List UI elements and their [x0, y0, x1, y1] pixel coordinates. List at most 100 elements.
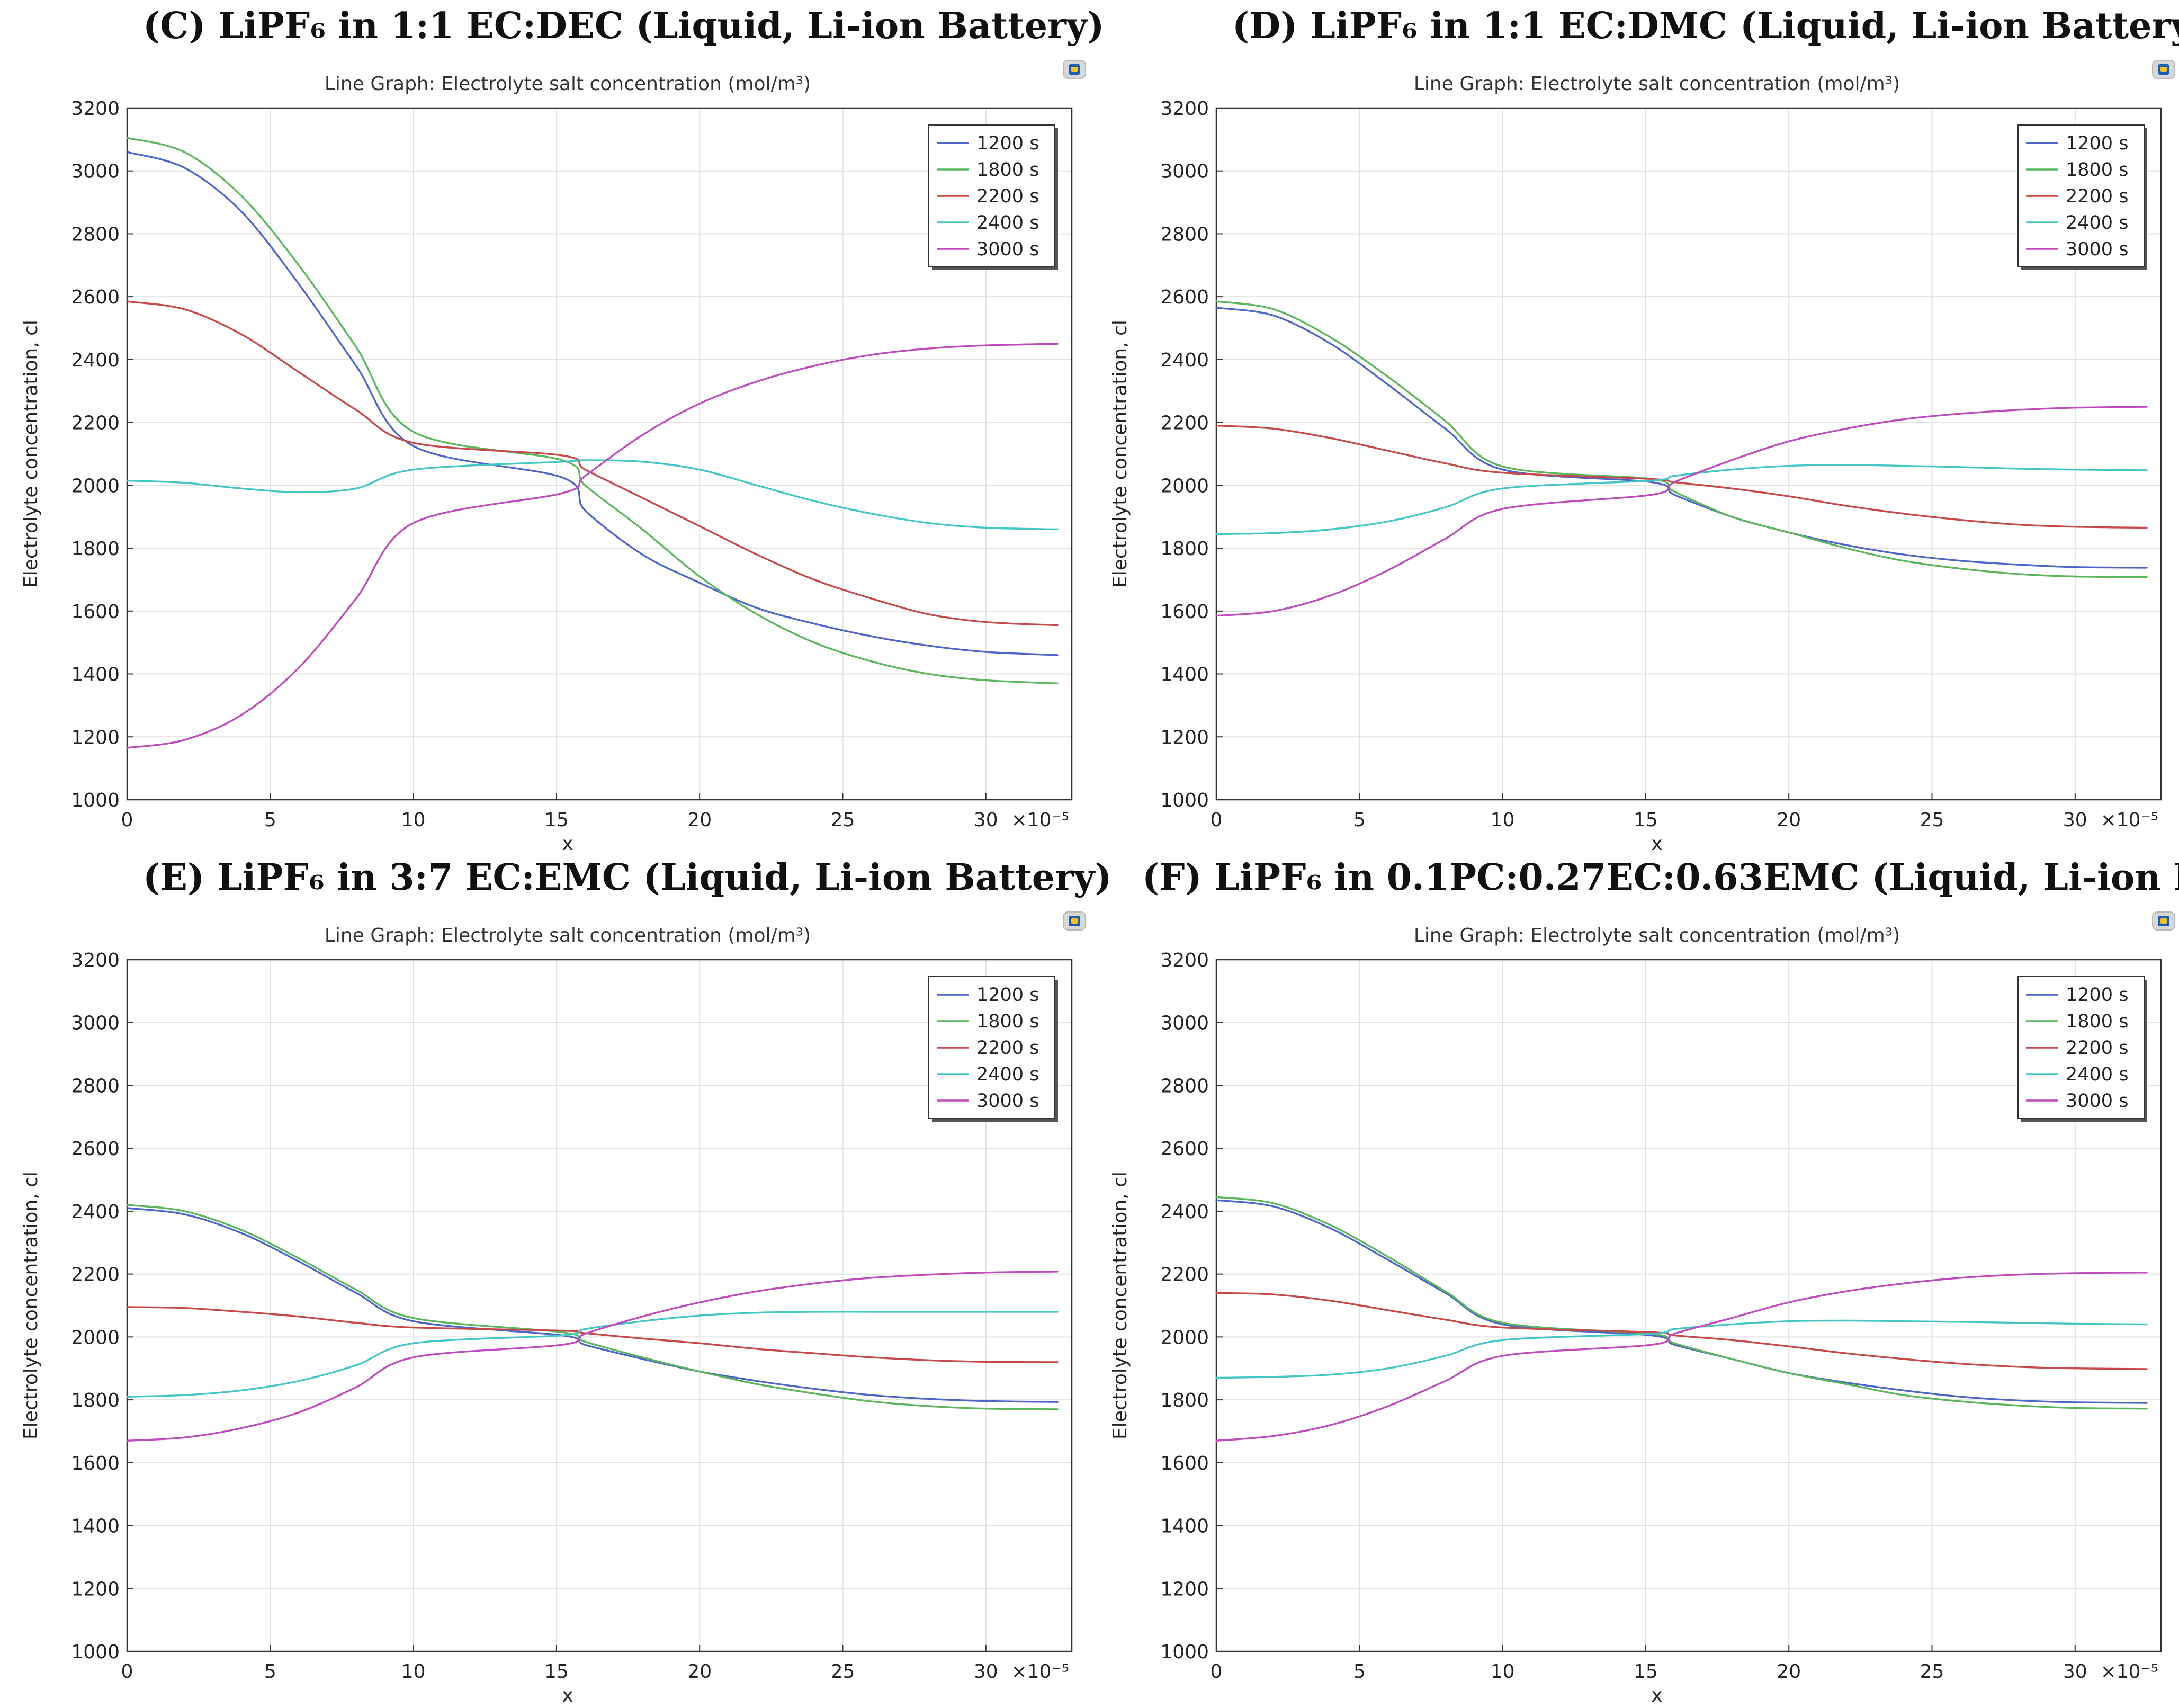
- x-axis-label: x: [1651, 833, 1662, 855]
- logo-highlight: [2160, 67, 2167, 72]
- y-tick-label: 1000: [1160, 790, 1209, 811]
- x-tick-label: 25: [1920, 809, 1944, 831]
- x-tick-label: 20: [1777, 1661, 1801, 1683]
- y-tick-label: 1200: [71, 727, 120, 748]
- chart-panel-f: (F) LiPF₆ in 0.1PC:0.27EC:0.63EMC (Liqui…: [1109, 856, 2179, 1706]
- x-tick-label: 20: [687, 809, 712, 831]
- legend-label: 2200 s: [976, 1038, 1039, 1059]
- x-tick-label: 25: [831, 809, 855, 831]
- y-tick-label: 1000: [71, 1641, 120, 1663]
- y-tick-label: 1000: [71, 790, 120, 811]
- series-line-2200s: [126, 1306, 1059, 1363]
- legend-label: 1200 s: [2066, 133, 2128, 154]
- logo-highlight: [1071, 918, 1078, 924]
- y-tick-label: 3000: [71, 161, 120, 183]
- legend-label: 1200 s: [2066, 985, 2128, 1006]
- x-tick-label: 5: [1353, 809, 1366, 831]
- x-tick-label: 30: [974, 1661, 998, 1683]
- x-axis-label: x: [1651, 1685, 1662, 1706]
- y-tick-label: 1000: [1160, 1641, 1209, 1663]
- y-tick-label: 3200: [1160, 950, 1209, 971]
- series-line-1800s: [1215, 300, 2148, 578]
- logo-highlight: [2160, 918, 2167, 924]
- y-tick-label: 3200: [71, 98, 120, 120]
- comsol-logo-icon: [1063, 60, 1086, 79]
- y-tick-label: 2200: [1160, 1264, 1209, 1286]
- y-tick-label: 2400: [71, 350, 120, 371]
- y-tick-label: 2800: [1160, 1075, 1209, 1097]
- y-tick-label: 1800: [1160, 1390, 1209, 1411]
- legend-label: 2200 s: [2066, 186, 2128, 207]
- x-tick-label: 5: [264, 809, 276, 831]
- legend-label: 2400 s: [976, 1064, 1039, 1085]
- x-tick-label: 5: [264, 1661, 276, 1683]
- x-tick-label: 15: [1634, 809, 1658, 831]
- series-line-3000s: [1215, 1272, 2148, 1442]
- plot-title: Line Graph: Electrolyte salt concentrati…: [325, 73, 811, 95]
- y-tick-label: 1400: [71, 1516, 120, 1537]
- series-line-2400s: [126, 1311, 1059, 1398]
- y-tick-label: 2200: [71, 413, 120, 434]
- legend-label: 3000 s: [976, 239, 1039, 260]
- plot-frame: [126, 107, 1073, 801]
- x-axis-label: x: [562, 833, 573, 855]
- legend-label: 2200 s: [2066, 1038, 2128, 1059]
- plot-title: Line Graph: Electrolyte salt concentrati…: [1414, 925, 1900, 946]
- y-tick-label: 1400: [1160, 1516, 1209, 1537]
- legend-label: 3000 s: [2066, 1090, 2128, 1112]
- plot-title: Line Graph: Electrolyte salt concentrati…: [1414, 73, 1900, 95]
- y-tick-label: 3000: [1160, 1013, 1209, 1034]
- legend-label: 1800 s: [2066, 159, 2128, 181]
- series-line-2200s: [1215, 1292, 2148, 1370]
- series-line-1200s: [126, 1207, 1059, 1403]
- series-line-2400s: [1215, 1319, 2148, 1379]
- y-tick-label: 2800: [1160, 223, 1209, 245]
- y-tick-label: 2200: [71, 1264, 120, 1286]
- series-line-3000s: [126, 1271, 1059, 1442]
- plot-title: Line Graph: Electrolyte salt concentrati…: [325, 925, 811, 946]
- series-line-3000s: [126, 343, 1059, 749]
- plot-frame: [1215, 107, 2162, 801]
- x-tick-label: 20: [1777, 809, 1801, 831]
- y-tick-label: 1800: [71, 1390, 120, 1411]
- y-tick-label: 2800: [71, 223, 120, 245]
- series-line-1200s: [126, 151, 1059, 656]
- x-multiplier-label: ×10⁻⁵: [2101, 1661, 2158, 1683]
- panel-heading: (C) LiPF₆ in 1:1 EC:DEC (Liquid, Li-ion …: [143, 5, 1104, 47]
- x-tick-label: 25: [831, 1661, 855, 1683]
- y-axis-label: Electrolyte concentration, cl: [1109, 1172, 1131, 1439]
- y-tick-label: 2600: [1160, 1138, 1209, 1160]
- y-tick-label: 1400: [71, 664, 120, 686]
- x-tick-label: 15: [544, 1661, 569, 1683]
- y-tick-label: 2400: [71, 1201, 120, 1223]
- series-line-1200s: [1215, 1199, 2148, 1404]
- panel-heading: (E) LiPF₆ in 3:7 EC:EMC (Liquid, Li-ion …: [143, 856, 1112, 899]
- x-tick-label: 25: [1920, 1661, 1944, 1683]
- chart-panel-c: (C) LiPF₆ in 1:1 EC:DEC (Liquid, Li-ion …: [20, 5, 1104, 855]
- series-line-2400s: [126, 459, 1059, 531]
- y-tick-label: 2200: [1160, 413, 1209, 434]
- x-tick-label: 20: [687, 1661, 712, 1683]
- x-multiplier-label: ×10⁻⁵: [1011, 809, 1069, 831]
- x-tick-label: 5: [1353, 1661, 1366, 1683]
- x-tick-label: 30: [2063, 809, 2087, 831]
- series-line-1800s: [126, 1204, 1059, 1410]
- series-line-2200s: [126, 300, 1059, 627]
- y-tick-label: 1200: [71, 1578, 120, 1600]
- x-tick-label: 30: [974, 809, 998, 831]
- x-tick-label: 10: [401, 1661, 426, 1683]
- x-tick-label: 15: [544, 809, 569, 831]
- y-tick-label: 3200: [1160, 98, 1209, 120]
- legend-label: 1800 s: [2066, 1011, 2128, 1032]
- legend-label: 1200 s: [976, 133, 1039, 154]
- legend-label: 1200 s: [976, 985, 1039, 1006]
- y-axis-label: Electrolyte concentration, cl: [20, 1172, 42, 1439]
- y-tick-label: 1200: [1160, 1578, 1209, 1600]
- series-line-1200s: [1215, 307, 2148, 569]
- y-tick-label: 3000: [1160, 161, 1209, 183]
- series-line-2200s: [1215, 424, 2148, 529]
- y-tick-label: 2600: [71, 1138, 120, 1160]
- legend-label: 1800 s: [976, 1011, 1039, 1032]
- logo-highlight: [1071, 67, 1078, 72]
